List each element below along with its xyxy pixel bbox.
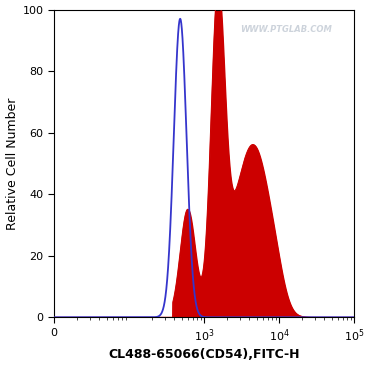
X-axis label: CL488-65066(CD54),FITC-H: CL488-65066(CD54),FITC-H [108,348,300,361]
Text: WWW.PTGLAB.COM: WWW.PTGLAB.COM [240,25,332,34]
Y-axis label: Relative Cell Number: Relative Cell Number [6,97,18,230]
